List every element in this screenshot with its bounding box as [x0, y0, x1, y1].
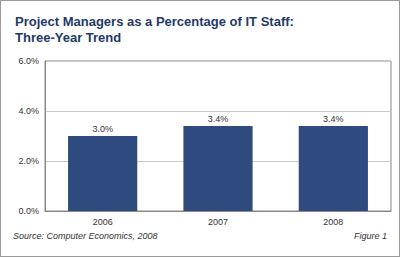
svg-text:Source: Computer Economics, 20: Source: Computer Economics, 2008	[13, 231, 158, 241]
svg-text:3.0%: 3.0%	[92, 124, 113, 134]
svg-text:3.4%: 3.4%	[323, 114, 344, 124]
svg-text:2.0%: 2.0%	[18, 156, 39, 166]
svg-text:2007: 2007	[208, 217, 228, 227]
svg-text:Project Managers as a Percenta: Project Managers as a Percentage of IT S…	[15, 14, 294, 29]
svg-text:0.0%: 0.0%	[18, 206, 39, 216]
svg-text:2006: 2006	[93, 217, 113, 227]
svg-text:3.4%: 3.4%	[208, 114, 229, 124]
svg-text:2008: 2008	[323, 217, 343, 227]
svg-text:Three-Year Trend: Three-Year Trend	[15, 30, 121, 45]
svg-text:4.0%: 4.0%	[18, 106, 39, 116]
svg-text:6.0%: 6.0%	[18, 56, 39, 66]
svg-text:Figure 1: Figure 1	[354, 231, 387, 241]
